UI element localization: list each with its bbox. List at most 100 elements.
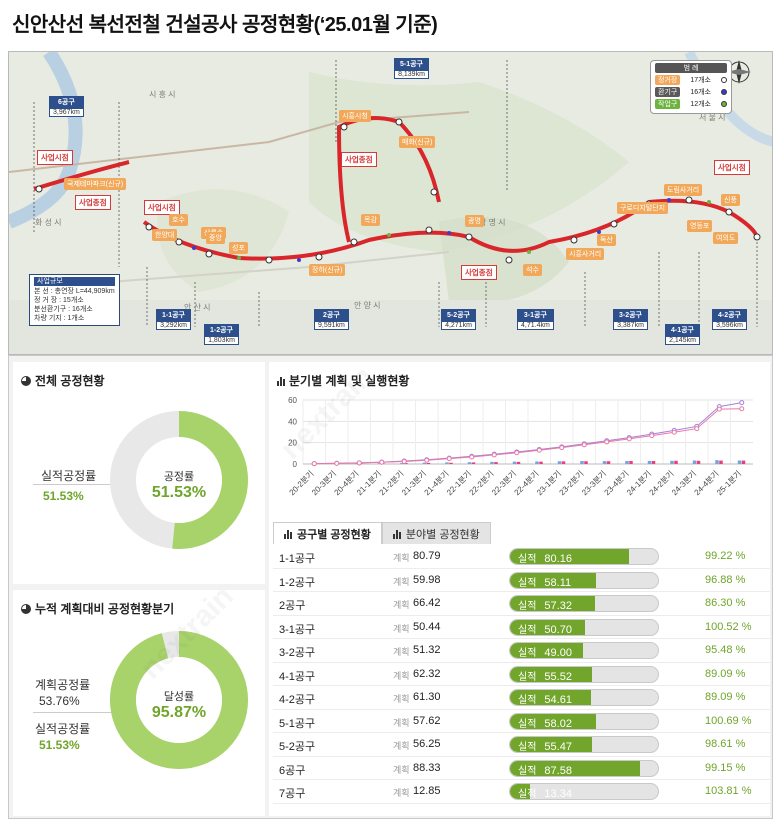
bar <box>719 460 723 464</box>
bar <box>512 461 517 464</box>
actual-value: 80.16 <box>544 553 572 565</box>
page-title: 신안산선 복선전철 건설공사 공정현황(‘25.01월 기준) <box>12 14 438 36</box>
bar <box>404 463 408 464</box>
station-label: 구로디지털단지 <box>617 202 669 214</box>
actual-label: 실적 <box>518 671 537 683</box>
bar-chart-icon <box>284 529 292 539</box>
table-row: 3-1공구 계획 50.44 실적 50.70 100.52 % <box>273 616 770 639</box>
section-name: 5-2공구 <box>279 741 316 753</box>
plan-value: 12.85 <box>413 785 441 797</box>
actual-value: 51.53% <box>39 738 80 752</box>
actual-text: 실적 57.32 <box>518 597 572 612</box>
plan-value: 57.62 <box>413 714 441 727</box>
y-tick-label: 20 <box>288 439 297 448</box>
bar <box>647 460 652 464</box>
station-label: 광명 <box>465 215 484 227</box>
plan-value: 51.32 <box>413 644 441 656</box>
overall-donut <box>110 411 248 549</box>
line-point <box>739 406 745 412</box>
actual-progress-fill <box>510 643 583 658</box>
section-name: 1-2공구 <box>279 576 316 589</box>
actual-label: 실적 <box>518 695 537 706</box>
actual-progress-fill <box>510 737 593 752</box>
area-label: 안 산 시 <box>184 303 211 312</box>
actual-label: 실적 <box>518 601 537 612</box>
area-label: 시 흥 시 <box>149 90 176 99</box>
donut-center: 달성률 95.87% <box>151 691 207 721</box>
bar <box>692 460 697 464</box>
actual-progress-bar: 실적 58.11 <box>509 571 659 589</box>
bar <box>670 460 674 464</box>
table-row: 5-1공구 계획 57.62 실적 58.02 100.69 % <box>273 710 770 733</box>
line-point <box>559 445 565 451</box>
bar <box>674 460 678 464</box>
actual-value: 55.47 <box>544 741 572 753</box>
chart-title: 분기별 계획 및 실행현황 <box>277 372 409 389</box>
bar <box>606 461 611 464</box>
actual-label: 실적 <box>518 648 537 659</box>
bar <box>602 461 607 464</box>
actual-text: 실적 55.52 <box>518 668 572 683</box>
actual-text: 실적 13.34 <box>518 785 572 799</box>
divider <box>33 712 113 713</box>
actual-progress-fill <box>510 549 629 564</box>
actual-label: 실적 <box>518 718 537 730</box>
actual-label: 실적 <box>518 765 537 777</box>
line-point <box>311 461 317 467</box>
line-point <box>581 442 587 448</box>
station-label: 신풍 <box>721 194 740 206</box>
plan-label: 계획 <box>393 600 410 610</box>
station-label: 매화(신규) <box>399 136 436 148</box>
actual-progress-bar: 실적 87.58 <box>509 759 659 777</box>
area-label: 안 양 시 <box>354 301 381 310</box>
actual-progress-fill <box>510 713 596 729</box>
tab-section-progress[interactable]: 공구별 공정현황 <box>273 522 382 544</box>
plan-label: 계획 <box>393 694 410 704</box>
plan-label: 계획 <box>393 576 410 587</box>
bar <box>471 462 476 464</box>
section-tag: 5-2공구 4,271km <box>441 309 476 330</box>
actual-label: 실적 <box>518 577 537 589</box>
station-label: 영등포 <box>687 220 713 232</box>
section-name: 4-1공구 <box>279 670 316 683</box>
section-tag: 6공구 3,967km <box>49 96 84 117</box>
section-name: 3-1공구 <box>279 623 316 636</box>
actual-value: 87.58 <box>544 764 572 777</box>
bar <box>400 462 404 464</box>
section-tag: 1-1공구 3,292km <box>156 309 191 330</box>
bar <box>629 461 633 464</box>
plan-value: 59.98 <box>413 573 441 586</box>
actual-value: 58.11 <box>544 576 572 589</box>
plan-label: 계획공정률 <box>35 678 91 692</box>
actual-progress-fill <box>510 572 596 588</box>
site-label: 사업시점 <box>714 160 750 175</box>
actual-value: 49.00 <box>544 647 572 659</box>
actual-label: 실적공정률 <box>41 469 97 483</box>
station-label: 여의도 <box>713 232 739 244</box>
achievement-rate: 86.30 % <box>705 597 746 609</box>
section-tag: 5-1공구 8,139km <box>394 58 429 79</box>
tab-field-progress[interactable]: 분야별 공정현황 <box>381 522 491 544</box>
section-name: 6공구 <box>279 764 306 777</box>
bar <box>422 462 427 464</box>
bar <box>490 461 494 464</box>
line-point <box>356 460 362 466</box>
bar <box>625 461 629 464</box>
plan-label: 계획 <box>393 764 410 775</box>
actual-progress-bar: 실적 49.00 <box>509 642 659 659</box>
plan-value: 88.33 <box>413 761 441 774</box>
bar <box>651 461 656 464</box>
line-point <box>514 450 520 456</box>
actual-text: 실적 49.00 <box>518 644 572 659</box>
donut-center: 공정률 51.53% <box>151 471 207 501</box>
station-label: 성포 <box>229 242 248 254</box>
bar <box>584 461 588 464</box>
table-row: 2공구 계획 66.42 실적 57.32 86.30 % <box>273 592 770 616</box>
site-label: 사업시점 <box>37 150 73 165</box>
section-name: 3-2공구 <box>279 647 316 659</box>
compass-icon <box>727 60 751 84</box>
plan-label: 계획 <box>393 553 410 563</box>
achievement-rate: 96.88 % <box>705 573 746 586</box>
plan-label: 계획 <box>393 717 410 728</box>
bar <box>696 460 701 464</box>
